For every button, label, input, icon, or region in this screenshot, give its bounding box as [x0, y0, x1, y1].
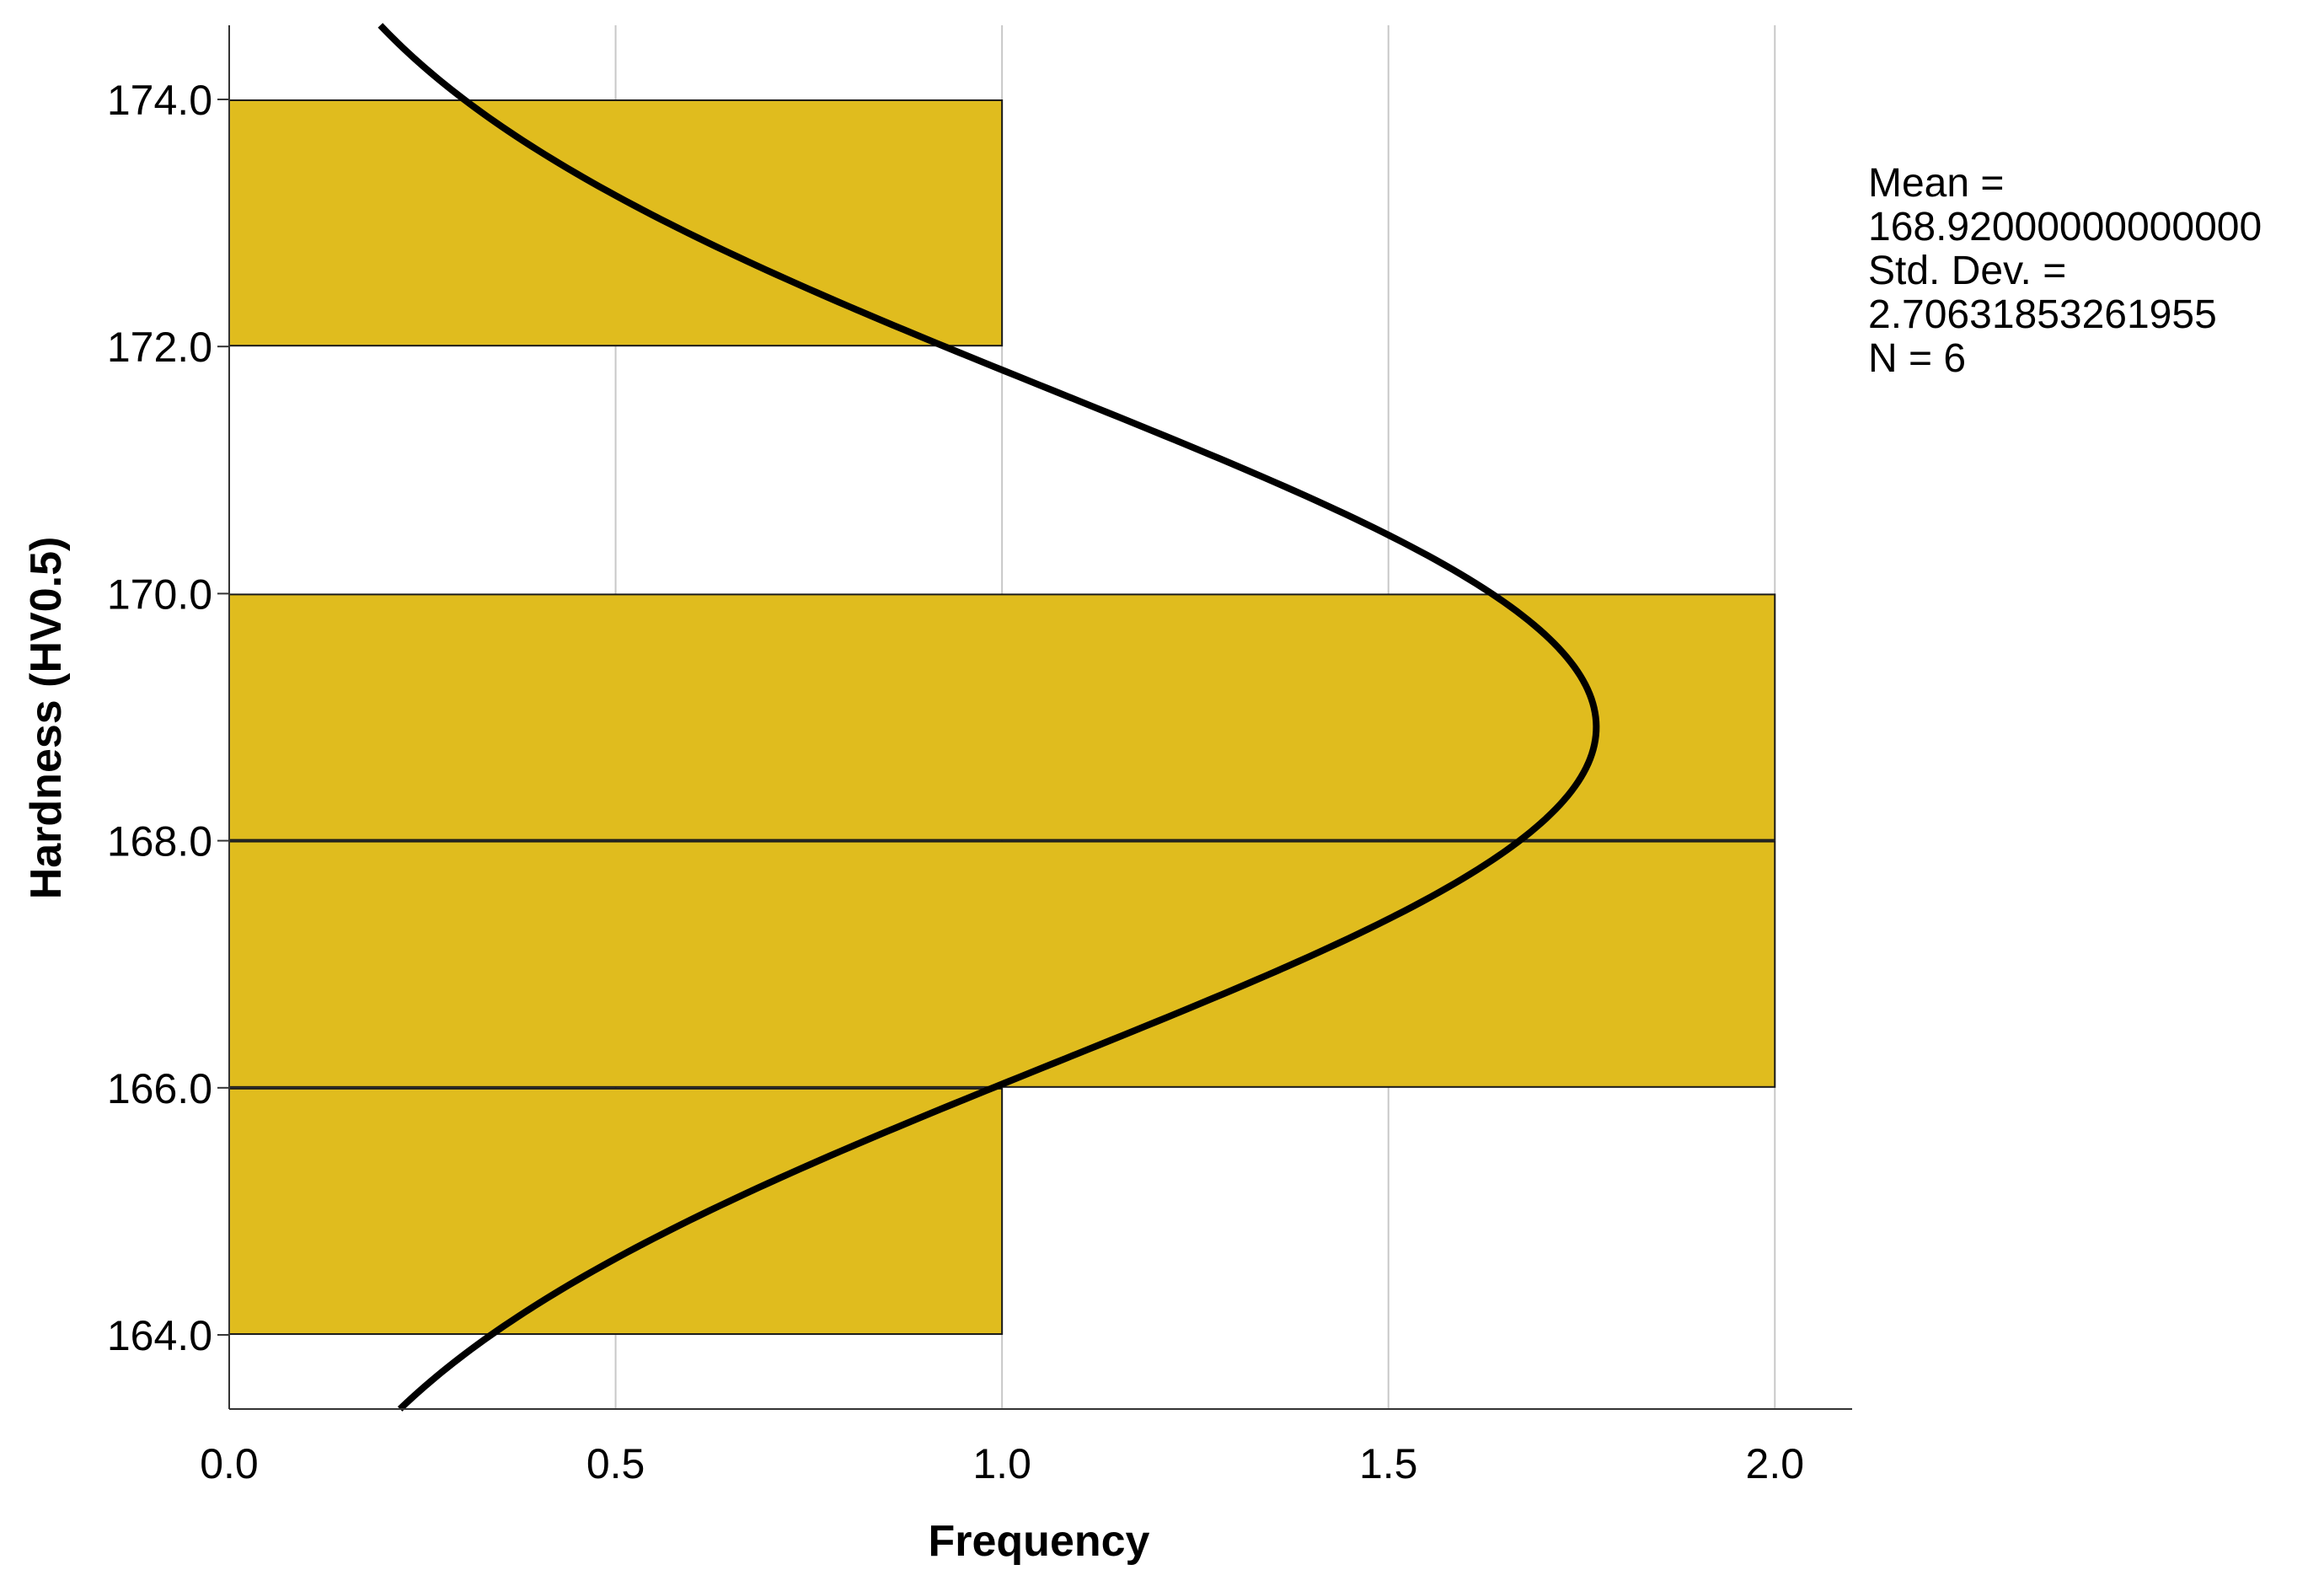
- y-tick-label: 172.0: [107, 324, 212, 371]
- x-axis-title: Frequency: [929, 1517, 1150, 1566]
- x-tick-label: 0.0: [200, 1440, 259, 1487]
- normal-curve: [378, 23, 1600, 1412]
- mean-label: Mean =: [1868, 161, 2005, 206]
- x-tick-label: 1.5: [1359, 1440, 1418, 1487]
- y-tick-label: 168.0: [107, 818, 212, 865]
- x-tick-label: 1.0: [972, 1440, 1031, 1487]
- mean-value: 168.92000000000000: [1868, 205, 2262, 249]
- bar-166-168: [228, 840, 1776, 1088]
- stats-box: Mean = 168.92000000000000 Std. Dev. = 2.…: [1868, 162, 2262, 381]
- y-tick-label: 164.0: [107, 1312, 212, 1359]
- n-label: N = 6: [1868, 336, 1967, 381]
- y-axis-title: Hardness (HV0.5): [22, 537, 71, 900]
- x-tick-label: 2.0: [1746, 1440, 1805, 1487]
- bar-164-166: [228, 1087, 1004, 1336]
- y-tick-label: 170.0: [107, 571, 212, 618]
- y-tick-label: 166.0: [107, 1065, 212, 1112]
- x-tick-label: 0.5: [586, 1440, 645, 1487]
- bar-172-174: [228, 99, 1004, 347]
- std-value: 2.70631853261955: [1868, 292, 2217, 337]
- y-tick-label: 174.0: [107, 77, 212, 124]
- y-axis-ticks: 164.0 166.0 168.0 170.0 172.0 174.0: [107, 77, 229, 1359]
- x-axis-ticks: 0.0 0.5 1.0 1.5 2.0: [200, 1440, 1804, 1487]
- bars: [228, 99, 1776, 1336]
- bar-168-170: [228, 593, 1776, 841]
- std-label: Std. Dev. =: [1868, 249, 2067, 293]
